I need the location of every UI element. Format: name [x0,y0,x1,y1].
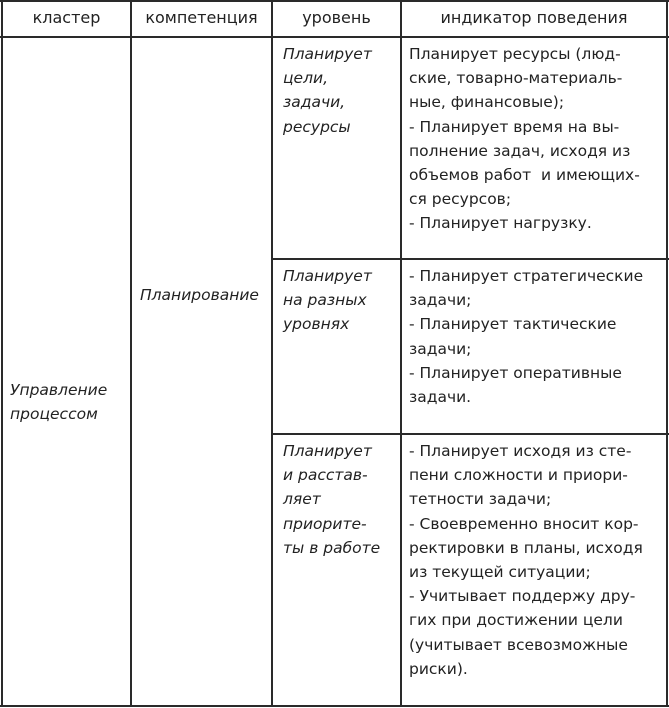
text-line: Планирует [283,45,372,63]
text-line: - Планирует тактические [409,315,617,334]
text-line: и расстав- [283,466,368,485]
text-line: Планирование [140,286,259,304]
text-line: - Планирует оперативные [409,363,622,382]
text-line: - Своевременно вносит кор- [409,514,639,533]
text-line: ты в работе [283,538,381,557]
text-line: задачи, [283,93,346,112]
indicator-cell: Планирует ресурсы (люд-ские, товарно-мат… [409,42,640,236]
text-line: задачи; [409,339,472,358]
text-line: - Планирует исходя из сте- [409,442,632,460]
table-bottom-border [0,705,669,707]
text-line: ные, финансовые); [409,93,565,112]
text-line: риски). [409,659,468,678]
row-divider [272,433,669,435]
indicator-cell: - Планирует стратегические задачи; - Плани… [409,264,643,409]
text-line: тетности задачи; [409,490,552,509]
text-line: ские, товарно-материаль- [409,69,623,88]
column-divider [271,0,273,707]
text-line: ресурсы [283,117,351,136]
text-line: ся ресурсов; [409,190,512,209]
text-line: процессом [10,405,98,424]
text-line: полнение задач, исходя из [409,141,631,160]
text-line: цели, [283,69,328,88]
column-divider [1,0,3,707]
text-line: Планирует [283,267,372,285]
text-line: уровнях [283,315,350,334]
text-line: гих при достижении цели [409,611,623,630]
text-line: Планирует ресурсы (люд- [409,45,621,63]
level-cell: Планирует цели, задачи, ресурсы [283,42,372,139]
indicator-cell: - Планирует исходя из сте-пени сложности… [409,439,643,681]
header-divider [0,36,669,38]
text-line: Управление [10,381,108,399]
header-competency: компетенция [145,8,258,27]
column-divider [400,0,402,707]
row-divider [272,258,669,260]
level-cell: Планирует на разных уровнях [283,264,372,337]
text-line: - Планирует нагрузку. [409,214,592,233]
cluster-cell: Управление процессом [10,378,107,426]
text-line: ректировки в планы, исходя [409,538,643,557]
text-line: - Планирует стратегические [409,267,644,285]
text-line: задачи; [409,291,472,310]
text-line: (учитывает всевозможные [409,635,628,654]
level-cell: Планирует и расстав-ляет приорите-ты в раб… [283,439,380,560]
column-divider [666,0,668,707]
text-line: пени сложности и приори- [409,466,628,485]
text-line: на разных [283,291,367,310]
text-line: из текущей ситуации; [409,563,591,582]
header-level: уровень [302,8,371,27]
text-line: - Планирует время на вы- [409,117,620,136]
competency-cell: Планирование [140,283,259,307]
text-line: - Учитывает поддержу дру- [409,587,636,606]
text-line: Планирует [283,442,372,460]
table-top-border [0,0,669,2]
text-line: приорите- [283,514,367,533]
header-cluster: кластер [32,8,101,27]
header-indicator: индикатор поведения [440,8,628,27]
text-line: объемов работ и имеющих- [409,166,640,185]
text-line: задачи. [409,388,472,407]
text-line: ляет [283,490,321,509]
column-divider [130,0,132,707]
